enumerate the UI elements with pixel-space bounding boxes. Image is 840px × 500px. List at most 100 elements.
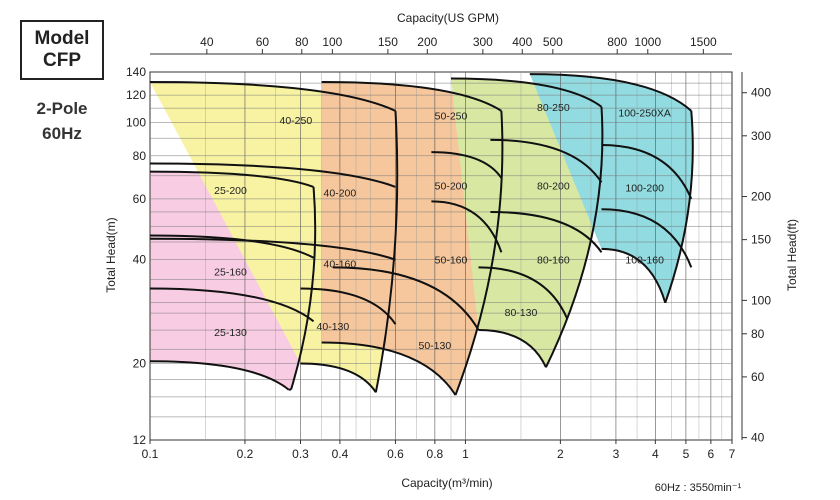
model-label: 25-160 bbox=[214, 266, 247, 278]
gpm-tick-label: 100 bbox=[322, 35, 342, 49]
ft-tick-label: 150 bbox=[751, 233, 771, 247]
ft-tick-label: 60 bbox=[751, 370, 765, 384]
y-tick-label: 12 bbox=[133, 433, 147, 447]
x-tick-label: 0.6 bbox=[387, 447, 404, 461]
gpm-tick-label: 500 bbox=[543, 35, 563, 49]
head-curve bbox=[300, 287, 397, 325]
ft-tick-label: 400 bbox=[751, 86, 771, 100]
model-label: 50-160 bbox=[435, 254, 468, 266]
gpm-tick-label: 1500 bbox=[690, 35, 717, 49]
head-curve bbox=[149, 80, 396, 112]
boundary-curve bbox=[545, 106, 604, 368]
model-label: 25-200 bbox=[214, 185, 247, 197]
head-curve bbox=[149, 170, 314, 188]
y-tick-label: 20 bbox=[133, 356, 147, 370]
y-tick-label: 120 bbox=[126, 88, 146, 102]
x-tick-label: 5 bbox=[683, 447, 690, 461]
model-label: 100-160 bbox=[625, 254, 664, 266]
model-label: 50-250 bbox=[435, 110, 468, 122]
head-curves bbox=[149, 73, 694, 396]
head-curve bbox=[431, 151, 503, 179]
chart-grid bbox=[149, 71, 733, 441]
head-curve bbox=[478, 266, 568, 319]
model-label: 40-160 bbox=[324, 258, 357, 270]
x-tick-label: 0.1 bbox=[142, 447, 159, 461]
gpm-tick-label: 1000 bbox=[634, 35, 661, 49]
ft-tick-label: 80 bbox=[751, 327, 765, 341]
head-curve bbox=[332, 266, 480, 331]
y-tick-label: 40 bbox=[133, 253, 147, 267]
x-tick-label: 3 bbox=[613, 447, 620, 461]
speed-footnote: 60Hz : 3550min⁻¹ bbox=[655, 482, 742, 494]
chart-axes: 0.1 0.2 0.3 0.4 0.6 0.8 1 2 3 4 5 6 7122040608010012… bbox=[126, 35, 771, 461]
model-label: 40-200 bbox=[324, 187, 357, 199]
model-label: 50-130 bbox=[419, 340, 452, 352]
x2-axis-title: Capacity(US GPM) bbox=[397, 11, 499, 25]
y-tick-label: 140 bbox=[126, 65, 146, 79]
gpm-tick-label: 80 bbox=[295, 35, 309, 49]
head-curve bbox=[601, 208, 693, 268]
boundary-curve bbox=[454, 110, 504, 396]
model-label: 80-130 bbox=[505, 307, 538, 319]
x-tick-label: 0.3 bbox=[292, 447, 309, 461]
pole-frequency-label: 2-Pole 60Hz bbox=[20, 96, 104, 146]
ft-tick-label: 200 bbox=[751, 190, 771, 204]
y2-axis-title: Total Head(ft) bbox=[785, 219, 799, 291]
x-tick-label: 0.4 bbox=[332, 447, 349, 461]
head-curve bbox=[450, 77, 603, 108]
model-label: 50-200 bbox=[435, 180, 468, 192]
gpm-tick-label: 150 bbox=[378, 35, 398, 49]
x-tick-label: 4 bbox=[652, 447, 659, 461]
x-axis-title: Capacity(m³/min) bbox=[401, 476, 492, 490]
head-curve bbox=[149, 237, 396, 261]
head-curve bbox=[601, 247, 667, 304]
y-tick-label: 60 bbox=[133, 192, 147, 206]
x-tick-label: 6 bbox=[708, 447, 715, 461]
head-curve bbox=[149, 360, 290, 391]
head-curve bbox=[321, 341, 457, 396]
x-tick-label: 0.8 bbox=[427, 447, 444, 461]
model-label: 80-250 bbox=[537, 102, 570, 114]
frequency-label: 60Hz bbox=[42, 124, 82, 143]
model-label: 100-200 bbox=[625, 183, 664, 195]
y-axis-title: Total Head(m) bbox=[104, 217, 118, 292]
gpm-tick-label: 800 bbox=[607, 35, 627, 49]
head-curve bbox=[321, 80, 502, 112]
x-tick-label: 2 bbox=[557, 447, 564, 461]
family-area bbox=[529, 74, 693, 303]
model-label: Model bbox=[34, 28, 90, 49]
gpm-tick-label: 300 bbox=[473, 35, 493, 49]
x-tick-label: 7 bbox=[729, 447, 736, 461]
family-area bbox=[321, 81, 503, 396]
head-curve bbox=[431, 200, 503, 253]
head-curve bbox=[149, 162, 396, 188]
model-label: 100-250XA bbox=[618, 108, 671, 120]
model-labels: 25-200 25-160 25-130 40-250 40-200 40-160 40-1… bbox=[214, 102, 671, 352]
model-badge: Model CFP bbox=[20, 20, 104, 80]
ft-tick-label: 300 bbox=[751, 129, 771, 143]
boundary-curve bbox=[374, 110, 399, 393]
model-label: 40-250 bbox=[280, 115, 313, 127]
model-label: 40-130 bbox=[317, 321, 350, 333]
head-curve bbox=[601, 143, 693, 200]
y-tick-label: 100 bbox=[126, 115, 146, 129]
head-curve bbox=[300, 362, 377, 393]
y-tick-label: 80 bbox=[133, 149, 147, 163]
plot-frame bbox=[149, 71, 733, 441]
gpm-tick-label: 40 bbox=[200, 35, 214, 49]
model-label: 25-130 bbox=[214, 327, 247, 339]
ft-tick-label: 100 bbox=[751, 293, 771, 307]
gpm-tick-label: 60 bbox=[256, 35, 270, 49]
head-curve bbox=[490, 138, 603, 183]
model-name: CFP bbox=[43, 50, 81, 71]
x-tick-label: 0.2 bbox=[237, 447, 254, 461]
head-curve bbox=[149, 287, 315, 323]
head-curve bbox=[490, 210, 603, 253]
x-tick-label: 1 bbox=[462, 447, 469, 461]
model-label: 80-160 bbox=[537, 254, 570, 266]
boundary-curve bbox=[664, 110, 694, 304]
gpm-tick-label: 400 bbox=[512, 35, 532, 49]
head-curve bbox=[529, 73, 692, 112]
ft-tick-label: 40 bbox=[751, 431, 765, 445]
